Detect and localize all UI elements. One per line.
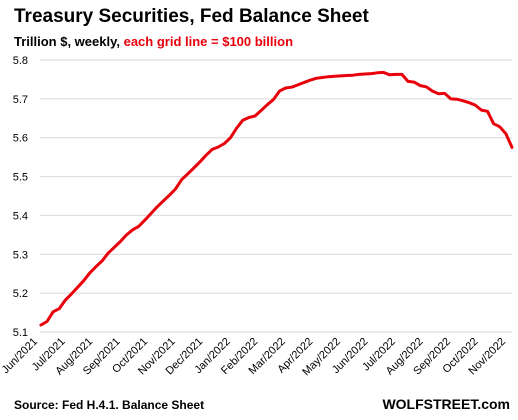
- x-axis-ticks: Jun/2021Jul/2021Aug/2021Sep/2021Oct/2021…: [0, 336, 508, 379]
- y-tick-label: 5.3: [13, 249, 28, 261]
- subtitle-grid-note: each grid line = $100 billion: [123, 34, 294, 49]
- y-tick-label: 5.6: [13, 133, 28, 145]
- y-tick-label: 5.7: [13, 94, 28, 106]
- source-note: Source: Fed H.4.1. Balance Sheet: [14, 398, 205, 412]
- chart-title: Treasury Securities, Fed Balance Sheet: [14, 6, 369, 27]
- y-tick-label: 5.8: [13, 55, 28, 67]
- series-line: [39, 70, 514, 327]
- brand-logo-text: WOLFSTREET.com: [382, 396, 510, 412]
- subtitle-units: Trillion $, weekly,: [14, 34, 124, 49]
- y-tick-label: 5.4: [13, 210, 28, 222]
- chart-subtitle: Trillion $, weekly, each grid line = $10…: [14, 34, 293, 49]
- gridlines: [40, 59, 512, 333]
- y-tick-label: 5.2: [13, 288, 28, 300]
- y-tick-label: 5.5: [13, 172, 28, 184]
- series-group: [39, 70, 514, 327]
- y-axis-ticks: 5.1 5.2 5.3 5.4 5.5 5.6 5.7 5.8: [13, 55, 28, 339]
- y-tick-label: 5.1: [13, 327, 28, 339]
